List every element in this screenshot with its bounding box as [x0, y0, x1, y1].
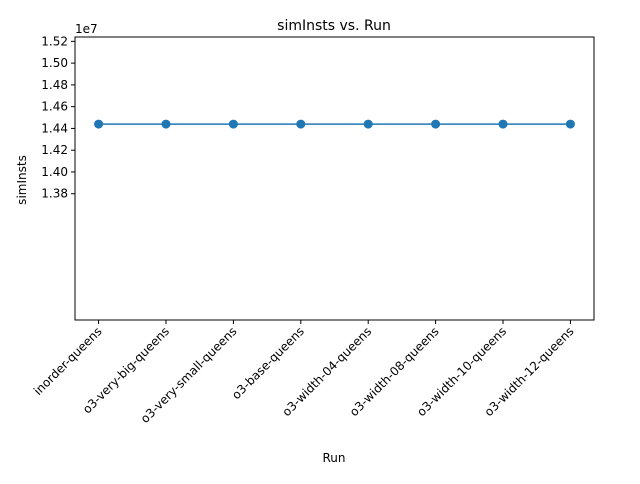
- x-tick-label: inorder-queens: [31, 324, 105, 398]
- data-point: [431, 119, 441, 129]
- data-point: [228, 119, 238, 129]
- data-point: [94, 119, 104, 129]
- y-tick-label: 1.42: [41, 143, 68, 157]
- y-tick-label: 1.44: [41, 121, 68, 135]
- data-point: [363, 119, 373, 129]
- y-axis-offset-label: 1e7: [75, 22, 98, 36]
- data-point: [498, 119, 508, 129]
- plot-frame: [74, 36, 595, 321]
- data-point: [296, 119, 306, 129]
- y-axis-label: simInsts: [15, 155, 29, 205]
- x-tick-label: o3-base-queens: [229, 324, 307, 402]
- data-point: [161, 119, 171, 129]
- y-axis-ticks: 1.38 1.40 1.42 1.44 1.46 1.48 1.50 1.52: [41, 34, 75, 201]
- y-tick-label: 1.40: [41, 165, 68, 179]
- data-point: [565, 119, 575, 129]
- x-axis-label: Run: [322, 451, 345, 465]
- y-tick-label: 1.52: [41, 34, 68, 48]
- y-tick-label: 1.38: [41, 187, 68, 201]
- y-tick-label: 1.46: [41, 100, 68, 114]
- x-axis-ticks: inorder-queenso3-very-big-queenso3-very-…: [31, 320, 577, 426]
- y-tick-label: 1.48: [41, 78, 68, 92]
- chart-title: simInsts vs. Run: [277, 18, 391, 34]
- y-tick-label: 1.50: [41, 56, 68, 70]
- series-layer: [94, 119, 575, 129]
